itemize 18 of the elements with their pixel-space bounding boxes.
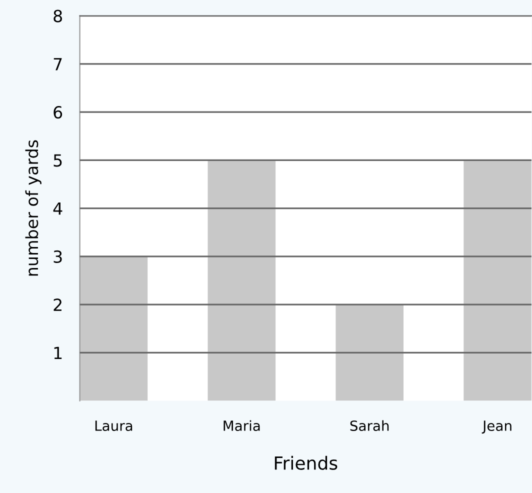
- y-tick-label: 1: [54, 346, 62, 360]
- y-axis-title: number of yards: [25, 140, 42, 276]
- y-tick-label: 6: [54, 106, 62, 119]
- x-tick-label: Sarah: [350, 420, 389, 432]
- y-tick-label: 4: [53, 202, 62, 215]
- y-tick-label: 8: [54, 10, 62, 22]
- x-tick-label: Maria: [224, 420, 260, 432]
- y-tick-label: 2: [54, 298, 62, 311]
- bar: [336, 304, 404, 401]
- bar: [80, 256, 148, 401]
- bar: [464, 160, 532, 401]
- y-tick-label: 5: [54, 154, 62, 167]
- x-tick-label: Laura: [95, 420, 132, 432]
- y-tick-label: 7: [54, 58, 62, 70]
- bar: [208, 160, 276, 401]
- y-tick-label: 3: [54, 250, 62, 263]
- x-axis-title: Friends: [274, 456, 338, 470]
- x-tick-label: Jean: [482, 420, 512, 434]
